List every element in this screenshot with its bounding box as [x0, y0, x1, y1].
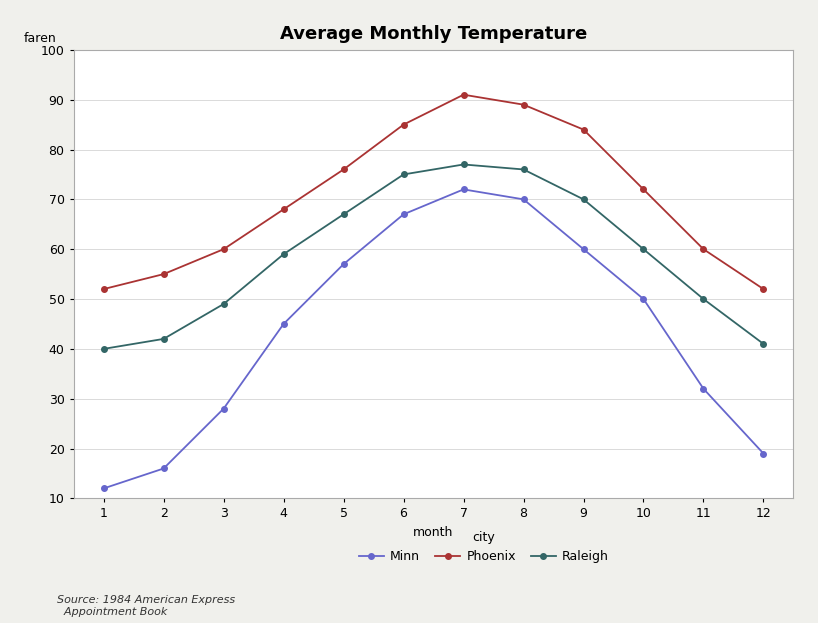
Legend: Minn, Phoenix, Raleigh: Minn, Phoenix, Raleigh: [354, 526, 614, 568]
Text: Source: 1984 American Express
  Appointment Book: Source: 1984 American Express Appointmen…: [57, 595, 236, 617]
Title: Average Monthly Temperature: Average Monthly Temperature: [280, 25, 587, 43]
X-axis label: month: month: [413, 526, 454, 539]
Text: faren: faren: [23, 32, 56, 45]
